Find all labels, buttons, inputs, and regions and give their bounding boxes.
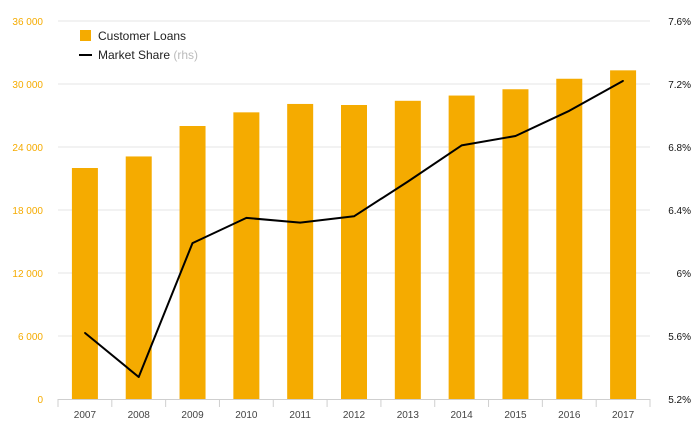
x-axis-tick-label: 2007 (74, 410, 97, 421)
left-axis-tick-label: 30 000 (12, 80, 43, 91)
x-axis-tick-label: 2017 (612, 410, 635, 421)
right-axis-tick-label: 7.6% (668, 17, 691, 28)
x-axis-tick-label: 2016 (558, 410, 581, 421)
right-axis-tick-label: 6.8% (668, 143, 691, 154)
left-axis-tick-label: 18 000 (12, 206, 43, 217)
point-market-share (407, 180, 409, 183)
legend: Customer Loans Market Share (rhs) (79, 29, 198, 62)
x-axis-tick-label: 2014 (451, 410, 474, 421)
point-market-share (137, 376, 140, 378)
axes: 0 6 000 12 000 18 000 24 000 30 000 36 000 5.2%… (12, 17, 691, 421)
point-market-share (84, 332, 86, 334)
legend-swatch-customer-loans (80, 30, 91, 41)
right-axis-tick-label: 6% (677, 269, 692, 280)
bar-customer-loans (502, 89, 529, 399)
right-axis-tick-label: 7.2% (668, 80, 691, 91)
legend-note-rhs: (rhs) (173, 48, 198, 62)
bar-customer-loans (341, 105, 367, 399)
x-axis-tick-label: 2015 (504, 410, 527, 421)
x-axis-tick-label: 2010 (235, 410, 258, 421)
bar-customer-loans (610, 70, 637, 399)
point-market-share (514, 135, 517, 137)
bar-customer-loans (448, 95, 475, 400)
bar-customer-loans (125, 156, 152, 399)
left-axis-tick-label: 12 000 (12, 269, 43, 280)
x-axis-tick-label: 2012 (343, 410, 366, 421)
x-axis-tick-label: 2013 (397, 410, 420, 421)
point-market-share (191, 242, 194, 244)
point-market-share (460, 144, 463, 147)
point-market-share (568, 109, 571, 112)
legend-label-market-share: Market Share (rhs) (98, 48, 198, 62)
line-series-market-share (84, 80, 624, 378)
right-axis-tick-label: 5.2% (668, 395, 691, 406)
left-axis-tick-label: 36 000 (12, 17, 43, 28)
bar-customer-loans (71, 168, 98, 399)
bar-customer-loans (394, 100, 421, 400)
left-axis-tick-label: 0 (37, 395, 43, 406)
left-axis-tick-label: 24 000 (12, 143, 43, 154)
left-axis-tick-label: 6 000 (18, 332, 43, 343)
bar-customer-loans (556, 78, 583, 399)
point-market-share (245, 217, 248, 219)
bar-customer-loans (287, 103, 314, 399)
x-axis-tick-label: 2008 (128, 410, 151, 421)
right-axis-tick-label: 5.6% (668, 332, 691, 343)
point-market-share (622, 80, 624, 82)
point-market-share (299, 221, 301, 224)
bar-customer-loans (233, 112, 260, 399)
x-axis-tick-label: 2011 (289, 410, 311, 421)
right-axis-tick-label: 6.4% (668, 206, 691, 217)
legend-label-market-share-name: Market Share (98, 48, 173, 62)
bar-customer-loans (179, 126, 206, 399)
point-market-share (353, 215, 355, 218)
x-axis-tick-label: 2009 (181, 410, 204, 421)
legend-label-customer-loans: Customer Loans (98, 29, 186, 43)
